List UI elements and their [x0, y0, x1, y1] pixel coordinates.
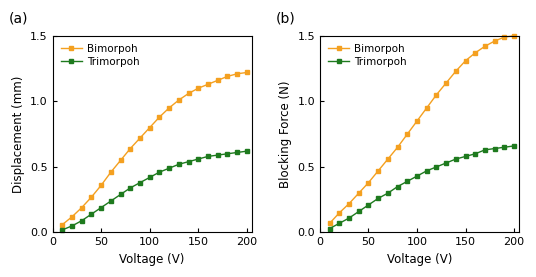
Bimorpoh [243, 71, 250, 74]
Trimorpoh [127, 186, 133, 189]
Trimorpoh [336, 222, 343, 225]
Y-axis label: Blocking Force (N): Blocking Force (N) [279, 80, 292, 188]
Trimorpoh [205, 155, 211, 158]
Bimorpoh [355, 191, 362, 195]
Trimorpoh [346, 216, 352, 220]
Trimorpoh [195, 157, 202, 161]
X-axis label: Voltage (V): Voltage (V) [120, 253, 185, 266]
Legend: Bimorpoh, Trimorpoh: Bimorpoh, Trimorpoh [325, 41, 410, 70]
Bimorpoh [205, 83, 211, 86]
Bimorpoh [501, 35, 508, 39]
Bimorpoh [482, 45, 488, 48]
Bimorpoh [98, 184, 105, 187]
Trimorpoh [108, 199, 114, 203]
Trimorpoh [365, 203, 371, 207]
Bimorpoh [127, 147, 133, 150]
Bimorpoh [443, 81, 449, 85]
Trimorpoh [59, 228, 65, 232]
Bimorpoh [404, 132, 411, 136]
Bimorpoh [375, 169, 382, 173]
Bimorpoh [234, 72, 240, 75]
Bimorpoh [185, 92, 192, 95]
Bimorpoh [214, 79, 221, 82]
Y-axis label: Displacement (mm): Displacement (mm) [12, 75, 25, 193]
Bimorpoh [88, 195, 95, 199]
Trimorpoh [501, 146, 508, 149]
Bimorpoh [137, 136, 143, 140]
Bimorpoh [414, 119, 420, 123]
Trimorpoh [452, 157, 459, 161]
Trimorpoh [433, 165, 440, 169]
Bimorpoh [195, 87, 202, 90]
Trimorpoh [234, 151, 240, 154]
Bimorpoh [365, 181, 371, 184]
Trimorpoh [137, 181, 143, 184]
Bimorpoh [69, 215, 75, 218]
Text: (b): (b) [276, 12, 296, 26]
Trimorpoh [385, 191, 391, 195]
Line: Trimorpoh: Trimorpoh [327, 143, 517, 231]
Trimorpoh [214, 153, 221, 157]
Trimorpoh [375, 197, 382, 200]
Trimorpoh [176, 163, 182, 166]
Trimorpoh [394, 185, 401, 188]
Bimorpoh [59, 223, 65, 226]
Bimorpoh [433, 93, 440, 96]
Trimorpoh [69, 224, 75, 228]
Trimorpoh [326, 227, 333, 230]
Trimorpoh [472, 152, 479, 155]
Bimorpoh [346, 202, 352, 205]
Trimorpoh [224, 152, 230, 155]
Bimorpoh [146, 126, 153, 129]
Trimorpoh [243, 150, 250, 153]
Bimorpoh [511, 34, 517, 37]
Trimorpoh [146, 176, 153, 179]
Trimorpoh [185, 160, 192, 163]
Trimorpoh [355, 210, 362, 213]
Bimorpoh [166, 106, 173, 110]
Bimorpoh [385, 157, 391, 161]
Trimorpoh [404, 180, 411, 183]
Trimorpoh [463, 155, 469, 158]
Bimorpoh [156, 116, 162, 119]
Trimorpoh [166, 166, 173, 170]
Bimorpoh [452, 70, 459, 73]
Bimorpoh [394, 146, 401, 149]
Bimorpoh [224, 75, 230, 78]
Bimorpoh [79, 206, 85, 209]
Bimorpoh [117, 159, 124, 162]
Bimorpoh [463, 59, 469, 62]
Trimorpoh [492, 147, 498, 150]
Line: Bimorpoh: Bimorpoh [60, 70, 249, 227]
Text: (a): (a) [9, 12, 28, 26]
Trimorpoh [117, 193, 124, 196]
Trimorpoh [414, 175, 420, 178]
Bimorpoh [336, 211, 343, 214]
Line: Trimorpoh: Trimorpoh [60, 149, 249, 232]
Bimorpoh [108, 170, 114, 174]
Trimorpoh [423, 169, 430, 173]
Trimorpoh [88, 212, 95, 216]
X-axis label: Voltage (V): Voltage (V) [387, 253, 452, 266]
Legend: Bimorpoh, Trimorpoh: Bimorpoh, Trimorpoh [58, 41, 143, 70]
Bimorpoh [326, 222, 333, 225]
Bimorpoh [492, 39, 498, 43]
Trimorpoh [98, 206, 105, 209]
Bimorpoh [423, 106, 430, 110]
Trimorpoh [79, 219, 85, 222]
Trimorpoh [511, 144, 517, 148]
Bimorpoh [176, 98, 182, 102]
Trimorpoh [156, 170, 162, 174]
Line: Bimorpoh: Bimorpoh [327, 33, 517, 226]
Trimorpoh [443, 161, 449, 165]
Trimorpoh [482, 148, 488, 152]
Bimorpoh [472, 51, 479, 55]
